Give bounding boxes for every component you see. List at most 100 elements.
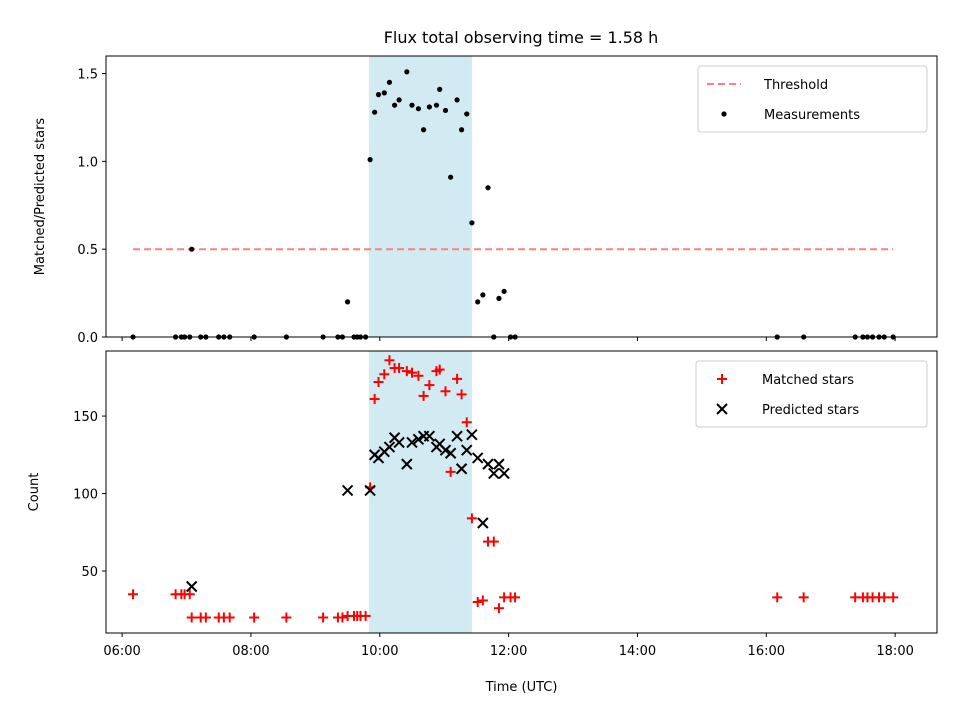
measurement-point — [391, 102, 398, 108]
predicted-marker-b — [471, 452, 484, 464]
measurement-point — [344, 299, 351, 305]
matched-star-point — [440, 386, 451, 397]
measurement-point — [501, 288, 507, 294]
predicted-marker-b — [185, 580, 198, 593]
predicted-marker-b — [444, 447, 457, 459]
x-axis-label: Time (UTC) — [485, 680, 558, 695]
chart-title: Flux total observing time = 1.58 h — [384, 28, 659, 47]
predicted-marker-b — [455, 463, 468, 475]
axes-frame — [105, 55, 938, 338]
legend-label: Measurements — [764, 108, 860, 123]
predicted-star-point — [461, 444, 473, 456]
matched-star-point — [406, 367, 417, 378]
matched-star-point — [445, 466, 456, 477]
axes-frame — [105, 350, 938, 634]
predicted-marker-b — [406, 436, 418, 449]
x-tick-label: 16:00 — [748, 644, 785, 659]
measurement-point — [485, 185, 491, 191]
y-tick-label: 150 — [73, 410, 98, 425]
measurement-point — [442, 107, 449, 114]
predicted-star-point — [406, 436, 418, 449]
x-tick-label: 12:00 — [490, 644, 527, 659]
y-tick-label: 1.0 — [77, 155, 98, 170]
matched-star-point — [379, 369, 390, 380]
matched-star-point — [394, 363, 405, 374]
matched-star-point — [369, 394, 380, 405]
matched-star-point — [798, 592, 809, 603]
predicted-star-point — [488, 467, 500, 480]
measurement-point — [469, 220, 475, 226]
x-tick-label: 14:00 — [619, 644, 656, 659]
matched-star-point — [888, 592, 899, 603]
y-tick-label: 0.0 — [77, 331, 98, 346]
legend-label: Matched stars — [762, 373, 854, 388]
matched-star-point — [424, 380, 435, 391]
matched-star-point — [452, 373, 463, 384]
measurement-point — [375, 92, 382, 98]
legend-predicted-handle-b — [716, 403, 728, 415]
x-tick-label: 08:00 — [232, 644, 269, 659]
predicted-marker-b — [477, 517, 489, 529]
measurement-point — [396, 97, 402, 103]
predicted-marker-b — [412, 433, 425, 446]
legend-box — [697, 65, 928, 133]
measurement-point — [381, 90, 387, 96]
predicted-star-point — [423, 430, 436, 442]
predicted-marker-b — [383, 441, 396, 453]
measurement-point — [475, 299, 481, 305]
matched-star-point — [477, 595, 488, 606]
y-axis-label: Count — [27, 473, 42, 512]
matched-star-point — [879, 592, 890, 603]
matched-star-point — [456, 389, 467, 400]
y-axis-label: Matched/Predicted stars — [33, 118, 48, 276]
predicted-star-point — [451, 430, 463, 442]
predicted-marker-b — [498, 467, 510, 480]
observing-span-band — [368, 56, 472, 337]
predicted-star-point — [498, 467, 510, 480]
matched-star-point — [373, 376, 384, 387]
top-panel-flux-ratio: 0.0 0.5 1.0 1.5 Matched/Predicted stars Thres… — [33, 55, 938, 346]
measurement-point — [415, 106, 422, 112]
measurement-point — [367, 157, 373, 163]
predicted-marker-b — [423, 430, 436, 442]
matched-star-point — [510, 592, 521, 603]
predicted-marker-b — [451, 430, 463, 442]
x-tick-label: 18:00 — [876, 644, 913, 659]
matched-star-point — [224, 612, 235, 623]
matched-star-point — [401, 366, 412, 377]
matched-star-point — [488, 536, 499, 547]
predicted-marker-b — [488, 467, 500, 480]
legend-label: Predicted stars — [762, 403, 859, 418]
bottom-panel-star-counts: 50 100 150 06:00 08:00 10:00 12:00 14:00 16:00 18… — [27, 350, 938, 695]
measurement-point — [437, 86, 443, 92]
x-tick-label: 06:00 — [103, 644, 140, 659]
matched-star-point — [434, 364, 445, 375]
predicted-star-point — [341, 484, 354, 497]
measurement-point — [189, 246, 195, 252]
predicted-star-point — [401, 458, 413, 470]
matched-star-point — [186, 612, 197, 623]
predicted-marker-b — [401, 458, 413, 470]
predicted-marker-b — [493, 458, 505, 470]
predicted-star-point — [444, 447, 457, 459]
measurement-point — [372, 109, 378, 115]
matched-star-point — [318, 612, 329, 623]
x-tick-label: 10:00 — [361, 644, 398, 659]
predicted-star-point — [466, 428, 478, 441]
measurement-point — [404, 69, 410, 75]
predicted-star-point — [455, 463, 468, 475]
measurement-point — [420, 127, 427, 133]
predicted-marker-b — [482, 458, 494, 470]
predicted-star-point — [493, 458, 505, 470]
matched-star-point — [413, 370, 424, 381]
predicted-star-point — [393, 436, 405, 449]
measurement-point — [464, 111, 470, 117]
predicted-marker-b — [341, 484, 354, 497]
matched-star-point — [493, 603, 504, 614]
predicted-marker-b — [466, 428, 478, 441]
matched-star-point — [461, 417, 472, 428]
observing-span-band — [368, 351, 472, 633]
predicted-marker-b — [393, 436, 405, 449]
matched-star-point — [249, 612, 260, 623]
